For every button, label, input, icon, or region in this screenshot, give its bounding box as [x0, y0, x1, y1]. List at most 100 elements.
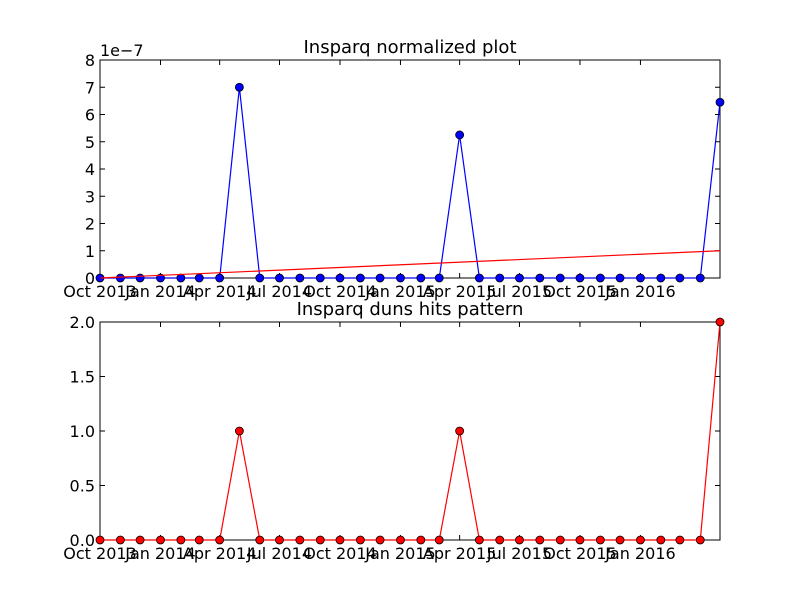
y-tick-label: 7 [85, 78, 95, 97]
data-point [396, 535, 405, 545]
data-point [176, 273, 186, 283]
data-point [315, 273, 325, 283]
data-point [675, 273, 685, 283]
data-point [515, 273, 524, 283]
y-tick-label: 0.5 [70, 477, 95, 496]
chart-title: Insparq duns hits pattern [297, 299, 524, 320]
axes-frame [99, 321, 721, 541]
data-point [535, 273, 545, 283]
y-tick-label: 5 [85, 133, 95, 152]
data-point [535, 535, 545, 545]
data-point [95, 535, 105, 545]
y-tick-label: 3 [85, 187, 95, 206]
data-point [495, 273, 505, 283]
x-tick-label: Apr 2015 [423, 544, 496, 563]
data-point [115, 535, 125, 545]
y-tick-label: 0.0 [70, 531, 95, 550]
data-point [375, 535, 385, 545]
x-tick-label: Oct 2015 [543, 544, 616, 563]
data-point [555, 273, 565, 283]
data-point [636, 273, 645, 283]
data-point [434, 273, 444, 283]
data-point [455, 130, 465, 140]
x-tick-label: Jul 2014 [246, 282, 312, 301]
y-tick-label: 6 [85, 106, 95, 125]
data-point [416, 535, 426, 545]
data-point [595, 273, 605, 283]
data-point [375, 273, 385, 283]
data-point [715, 317, 725, 327]
data-point [474, 273, 484, 283]
y-tick-label: 2 [85, 215, 95, 234]
axes-frame [99, 59, 721, 279]
x-tick-label: Oct 2015 [543, 282, 616, 301]
x-tick-label: Jan 2015 [364, 544, 435, 563]
y-tick-label: 1.0 [70, 422, 95, 441]
x-tick-label: Jan 2016 [604, 282, 675, 301]
data-point [135, 535, 145, 545]
data-point [275, 535, 284, 545]
data-point [636, 535, 645, 545]
data-point [275, 273, 284, 283]
data-point [615, 535, 625, 545]
y-tick-label: 1.5 [70, 368, 95, 387]
y-offset-label: 1e−7 [100, 41, 144, 60]
data-point [255, 273, 265, 283]
x-tick-label: Jan 2014 [124, 282, 195, 301]
x-tick-label: Apr 2014 [183, 544, 256, 563]
x-tick-label: Oct 2014 [303, 282, 376, 301]
data-point [715, 97, 725, 107]
data-point [615, 273, 625, 283]
data-point [595, 535, 605, 545]
y-tick-label: 2.0 [70, 313, 95, 332]
data-point [335, 273, 345, 283]
x-tick-label: Oct 2014 [303, 544, 376, 563]
data-point [115, 273, 125, 283]
x-tick-label: Jul 2014 [246, 544, 312, 563]
data-point [695, 273, 705, 283]
data-point [474, 535, 484, 545]
data-point [575, 273, 585, 283]
y-tick-label: 0 [85, 269, 95, 288]
data-point [156, 535, 165, 545]
data-point [194, 273, 204, 283]
chart-title: Insparq normalized plot [303, 37, 516, 58]
data-point [396, 273, 405, 283]
x-tick-label: Oct 2013 [63, 544, 136, 563]
series-line [100, 87, 721, 279]
data-point [355, 273, 365, 283]
data-point [455, 426, 465, 436]
x-tick-label: Jan 2016 [604, 544, 675, 563]
data-point [656, 273, 666, 283]
data-point [135, 273, 145, 283]
data-point [315, 535, 325, 545]
data-point [176, 535, 186, 545]
x-tick-label: Oct 2013 [63, 282, 136, 301]
data-point [495, 535, 505, 545]
data-point [234, 426, 244, 436]
x-tick-label: Jan 2015 [364, 282, 435, 301]
data-point [335, 535, 345, 545]
y-tick-label: 8 [85, 51, 95, 70]
data-point [295, 535, 305, 545]
data-point [215, 273, 225, 283]
series-line [100, 321, 721, 541]
data-point [555, 535, 565, 545]
x-tick-label: Jan 2014 [124, 544, 195, 563]
data-point [295, 273, 305, 283]
data-point [675, 535, 685, 545]
data-point [695, 535, 705, 545]
data-point [656, 535, 666, 545]
x-tick-label: Jul 2015 [486, 544, 552, 563]
y-tick-label: 1 [85, 242, 95, 261]
data-point [255, 535, 265, 545]
data-point [515, 535, 524, 545]
x-tick-label: Apr 2014 [183, 282, 256, 301]
data-point [575, 535, 585, 545]
x-tick-label: Apr 2015 [423, 282, 496, 301]
trend-line [99, 250, 721, 279]
data-point [416, 273, 426, 283]
